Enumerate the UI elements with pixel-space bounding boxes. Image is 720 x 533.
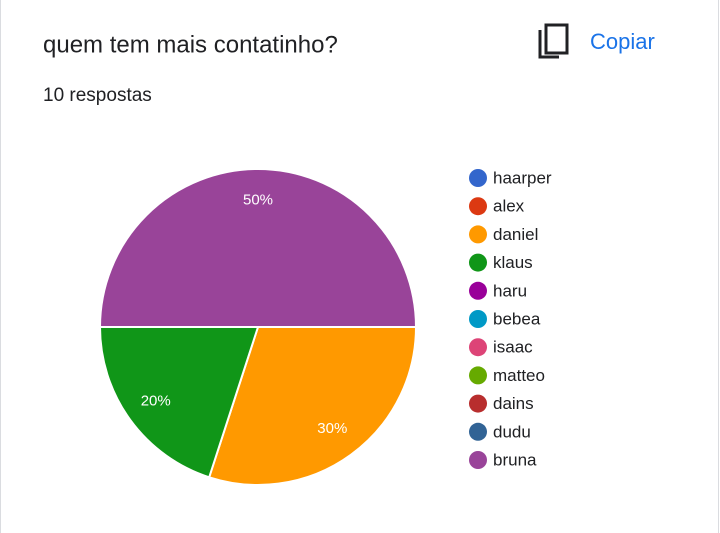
pie-slice xyxy=(98,168,418,328)
legend-label: daniel xyxy=(493,225,538,244)
legend-swatch xyxy=(469,422,487,441)
legend-swatch xyxy=(469,366,487,385)
legend-swatch xyxy=(469,253,487,272)
legend-label: bebea xyxy=(493,309,541,328)
legend-label: bruna xyxy=(493,450,537,469)
legend-label: isaac xyxy=(493,338,533,357)
pie: 30% 20% 50% xyxy=(98,168,418,486)
pie-slice xyxy=(207,326,418,486)
legend-label: dudu xyxy=(493,422,531,441)
data-label: 30% xyxy=(317,420,347,437)
pie-slice xyxy=(98,326,260,479)
legend-label: matteo xyxy=(493,366,545,385)
copy-button[interactable]: Copiar xyxy=(538,23,655,59)
legend-label: alex xyxy=(493,197,525,216)
legend-swatch xyxy=(469,169,487,187)
legend-swatch xyxy=(469,225,487,244)
legend-label: klaus xyxy=(493,253,533,272)
legend-label: dains xyxy=(493,394,534,413)
legend-label: haru xyxy=(493,281,527,300)
chart-subtitle: 10 respostas xyxy=(43,85,152,106)
chart-title: quem tem mais contatinho? xyxy=(43,31,338,58)
legend-swatch xyxy=(469,281,487,300)
legend-swatch xyxy=(469,197,487,216)
legend: haarper alex daniel klaus haru bebea isaac matt… xyxy=(469,168,552,469)
legend-swatch xyxy=(469,451,487,469)
data-label: 20% xyxy=(141,392,171,409)
data-label: 50% xyxy=(243,192,273,209)
legend-label: haarper xyxy=(493,168,552,187)
legend-swatch xyxy=(469,394,487,413)
copy-label[interactable]: Copiar xyxy=(590,29,655,54)
copy-icon xyxy=(538,23,569,59)
legend-swatch xyxy=(469,310,487,328)
legend-swatch xyxy=(469,338,487,357)
